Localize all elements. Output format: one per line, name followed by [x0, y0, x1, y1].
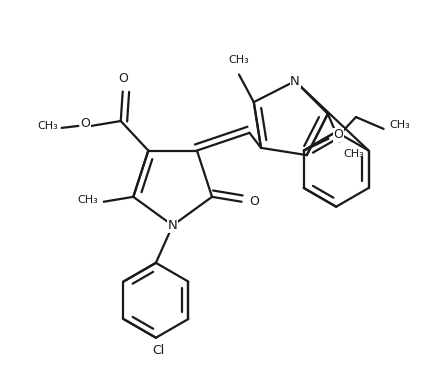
Text: O: O — [118, 72, 128, 85]
Text: O: O — [80, 117, 90, 131]
Text: Cl: Cl — [152, 344, 164, 357]
Text: O: O — [249, 195, 259, 208]
Text: CH₃: CH₃ — [37, 121, 58, 131]
Text: CH₃: CH₃ — [229, 55, 249, 65]
Text: CH₃: CH₃ — [343, 149, 364, 159]
Text: CH₃: CH₃ — [77, 195, 98, 205]
Text: N: N — [290, 74, 300, 88]
Text: CH₃: CH₃ — [390, 120, 410, 130]
Text: N: N — [168, 219, 178, 232]
Text: O: O — [334, 128, 343, 141]
